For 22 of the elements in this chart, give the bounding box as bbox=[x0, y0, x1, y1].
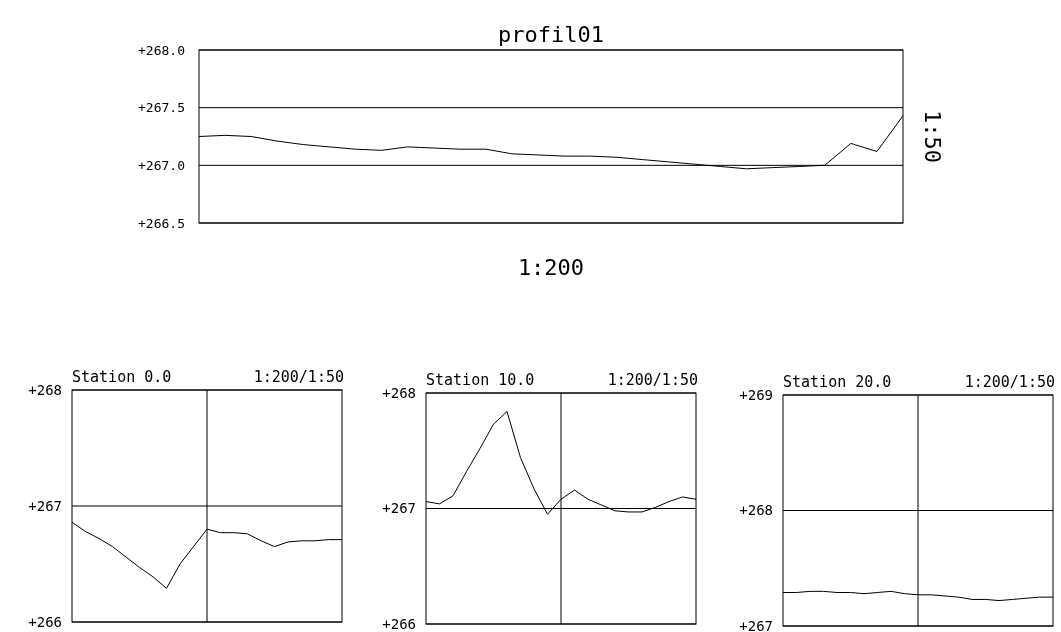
y-tick-label: +268 bbox=[28, 381, 62, 398]
y-tick-label: +267.5 bbox=[138, 100, 185, 116]
y-tick-label: +267 bbox=[382, 500, 416, 517]
y2-axis-title: 1:50 bbox=[920, 110, 945, 163]
chart-title: profil01 bbox=[498, 22, 604, 47]
y-tick-label: +268 bbox=[382, 384, 416, 401]
y-tick-label: +267 bbox=[739, 617, 773, 632]
y-tick-label: +266 bbox=[28, 613, 62, 630]
chart-title: Station 20.0 bbox=[783, 373, 892, 391]
y-tick-label: +269 bbox=[739, 386, 773, 403]
y-tick-label: +267.0 bbox=[138, 157, 185, 173]
x-axis-title: 1:200 bbox=[517, 255, 585, 280]
chart-subtitle: 1:200/1:50 bbox=[964, 373, 1055, 391]
chart-subtitle: 1:200/1:50 bbox=[607, 371, 698, 389]
chart-subtitle: 1:200/1:50 bbox=[253, 368, 344, 386]
y-tick-label: +266 bbox=[382, 615, 416, 632]
y-tick-label: +268 bbox=[739, 502, 773, 519]
y-tick-label: +267 bbox=[28, 497, 62, 514]
y-tick-label: +268.0 bbox=[138, 42, 185, 58]
chart-title: Station 10.0 bbox=[426, 371, 535, 389]
chart-title: Station 0.0 bbox=[72, 368, 172, 386]
y-tick-label: +266.5 bbox=[138, 215, 185, 231]
